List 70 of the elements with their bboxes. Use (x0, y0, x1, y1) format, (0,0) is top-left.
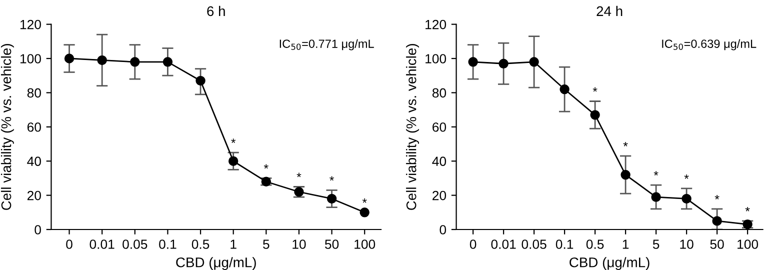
x-tick-label: 10 (292, 240, 306, 249)
annotation: IC$_{50}$=0.639 μg/mL (662, 39, 756, 50)
point (196, 76, 206, 86)
point (590, 110, 600, 120)
y-tick-label: 100 (20, 54, 41, 64)
x-tick-label: 100 (738, 240, 758, 249)
annotation: * (714, 195, 720, 200)
point (326, 194, 337, 204)
point (468, 57, 478, 67)
point (360, 208, 370, 218)
annotation: * (623, 142, 628, 146)
point (97, 55, 107, 66)
y-tick-label: 0 (34, 225, 41, 234)
y-tick-label: 60 (432, 122, 446, 132)
x-tick-label: 50 (324, 240, 339, 249)
x-tick-label: 0.1 (556, 240, 574, 249)
y-tick-label: 80 (432, 88, 446, 98)
x-tick-label: 0.5 (586, 240, 604, 249)
point (620, 170, 630, 180)
annotation: * (296, 172, 302, 178)
x-tick-label: 0.1 (159, 240, 176, 249)
point (529, 57, 539, 67)
y-tick-label: 40 (27, 156, 41, 166)
chart-title: 24 h (596, 6, 622, 16)
y-tick-label: 20 (27, 190, 41, 200)
point (130, 57, 140, 67)
y-tick-label: 100 (426, 54, 446, 64)
annotation: * (362, 198, 367, 203)
x-tick-label: 0.05 (522, 240, 546, 249)
x-axis-title: CBD (μg/mL) (176, 257, 256, 270)
point (560, 84, 570, 94)
y-axis-title: Cell viability (% vs. vehicle) (406, 44, 419, 210)
annotation: * (231, 138, 236, 143)
x-tick-label: 10 (680, 240, 694, 249)
y-tick-label: 120 (20, 20, 41, 30)
point (64, 54, 74, 64)
point (682, 194, 692, 204)
y-tick-label: 120 (426, 20, 446, 30)
y-tick-label: 0 (440, 225, 446, 234)
x-tick-label: 5 (263, 240, 270, 249)
y-tick-label: 80 (27, 88, 41, 98)
x-tick-label: 1 (230, 240, 236, 249)
point (651, 192, 661, 202)
x-tick-label: 0 (470, 240, 476, 249)
x-tick-label: 100 (354, 240, 376, 249)
x-tick-label: 0.01 (491, 240, 516, 249)
x-tick-label: 0.01 (90, 240, 114, 249)
x-tick-label: 5 (652, 240, 660, 249)
x-tick-label: 0.05 (122, 240, 148, 249)
annotation: * (592, 87, 598, 92)
y-axis-title: Cell viability (% vs. vehicle) (0, 44, 14, 210)
y-tick-label: 60 (27, 122, 41, 132)
annotation: * (684, 174, 689, 179)
annotation: * (330, 176, 334, 181)
y-tick-label: 40 (432, 156, 446, 166)
x-axis-title: CBD (μg/mL) (570, 257, 650, 270)
annotation: * (654, 171, 658, 176)
annotation: * (745, 206, 750, 212)
x-tick-label: 0 (66, 240, 72, 249)
annotation: * (264, 164, 268, 169)
x-tick-label: 1 (622, 240, 629, 249)
point (712, 216, 722, 226)
x-tick-label: 0.5 (192, 240, 210, 249)
point (498, 58, 508, 68)
y-tick-label: 20 (432, 190, 446, 200)
annotation: IC$_{50}$=0.771 μg/mL (280, 39, 374, 50)
point (228, 156, 238, 166)
point (162, 57, 173, 67)
x-tick-label: 50 (710, 240, 724, 249)
chart-title: 6 h (207, 6, 225, 16)
